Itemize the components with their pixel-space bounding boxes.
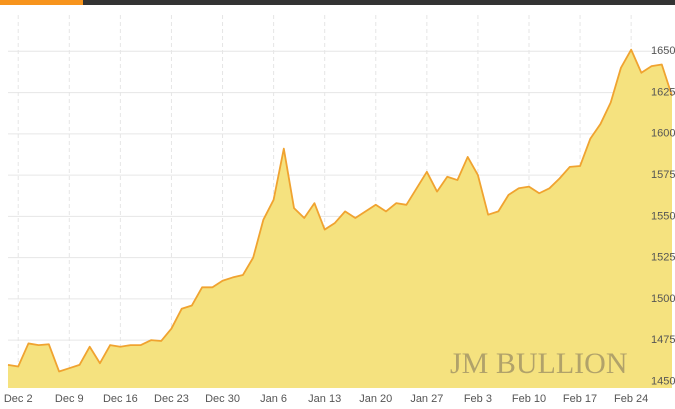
- y-tick-label: 1600: [651, 128, 675, 140]
- x-tick-label: Jan 27: [410, 393, 443, 405]
- line: [7, 48, 673, 373]
- y-tick-label: 1475: [651, 334, 675, 346]
- x-tick-label: Dec 9: [55, 393, 84, 405]
- x-tick-label: Feb 10: [512, 393, 546, 405]
- x-tick-label: Jan 13: [308, 393, 341, 405]
- y-tick-label: 1650: [651, 45, 675, 57]
- y-tick-label: 1575: [651, 169, 675, 181]
- y-tick-label: 1525: [651, 252, 675, 264]
- y-tick-label: 1500: [651, 293, 675, 305]
- y-tick-label: 1450: [651, 375, 675, 387]
- y-tick-label: 1550: [651, 210, 675, 222]
- area: [8, 49, 672, 388]
- y-tick-label: 1625: [651, 86, 675, 98]
- x-tick-label: Dec 2: [4, 393, 33, 405]
- plot: [7, 48, 673, 388]
- x-tick-label: Dec 23: [154, 393, 189, 405]
- labels: 1450 1475 1500 1525 1550 1575 1600 1625 1650 Dec …: [4, 45, 675, 405]
- x-tick-label: Dec 16: [103, 393, 138, 405]
- watermark: JM BULLION: [450, 347, 628, 380]
- x-tick-label: Feb 3: [464, 393, 492, 405]
- x-tick-label: Jan 6: [260, 393, 287, 405]
- x-tick-label: Feb 24: [614, 393, 648, 405]
- x-tick-label: Feb 17: [563, 393, 597, 405]
- x-tick-label: Dec 30: [205, 393, 240, 405]
- x-tick-label: Jan 20: [359, 393, 392, 405]
- top-bar-accent: [0, 0, 83, 5]
- top-bar: [0, 0, 675, 5]
